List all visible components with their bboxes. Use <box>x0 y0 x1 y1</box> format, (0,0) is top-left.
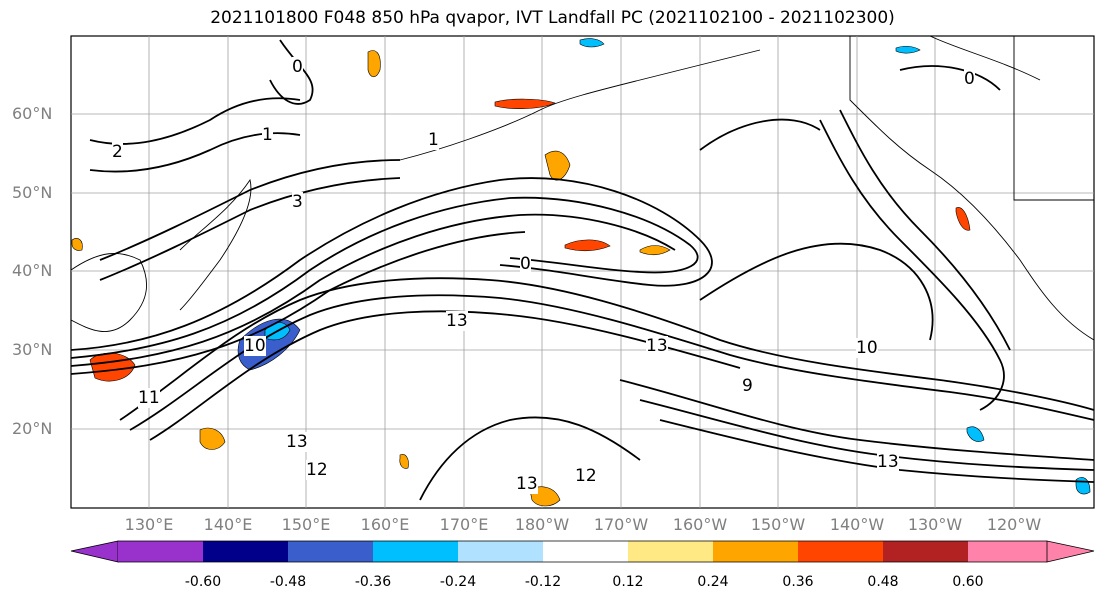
lon-label: 180°W <box>514 515 570 534</box>
contour-label: 13 <box>516 474 538 494</box>
colorbar-tick: 0.12 <box>612 574 644 590</box>
colorbar-tick: 0.48 <box>867 574 899 590</box>
coastlines <box>70 35 1095 341</box>
contour-label: 1 <box>262 125 273 145</box>
ivt-contours <box>70 39 1095 501</box>
lon-label: 140°E <box>203 515 253 534</box>
lon-label: 160°W <box>672 515 728 534</box>
contour-label: 13 <box>877 452 899 472</box>
lon-label: 130°E <box>124 515 174 534</box>
contour-label: 13 <box>646 336 668 356</box>
lon-label: 120°W <box>986 515 1042 534</box>
contour-label: 9 <box>742 376 753 396</box>
contour-label: 10 <box>856 338 878 358</box>
lat-label: 60°N <box>12 104 53 123</box>
lon-label: 160°E <box>360 515 410 534</box>
colorbar-tick: -0.36 <box>354 574 392 590</box>
colorbar-tick: -0.12 <box>524 574 562 590</box>
contour-label: 13 <box>446 311 468 331</box>
colorbar <box>70 540 1095 563</box>
colorbar-tick: 0.24 <box>697 574 729 590</box>
contour-label: 13 <box>286 432 308 452</box>
colorbar-extend-high <box>1046 540 1095 563</box>
contour-label: 1 <box>428 130 439 150</box>
lat-label: 50°N <box>12 183 53 202</box>
contour-label: 3 <box>292 192 303 212</box>
lat-label: 30°N <box>12 340 53 359</box>
contour-label: 12 <box>575 466 597 486</box>
contour-label: 0 <box>964 69 975 89</box>
colorbar-tick: -0.24 <box>439 574 477 590</box>
colorbar-tick: 0.60 <box>952 574 984 590</box>
map-frame <box>70 35 1095 509</box>
contour-label: 0 <box>520 254 531 274</box>
colorbar-extend-low <box>70 540 119 563</box>
lat-label: 40°N <box>12 261 53 280</box>
contour-label: 11 <box>138 388 160 408</box>
contour-label: 2 <box>112 142 123 162</box>
colorbar-tick: -0.48 <box>269 574 307 590</box>
map-title: 2021101800 F048 850 hPa qvapor, IVT Land… <box>210 8 895 28</box>
lon-label: 130°W <box>907 515 963 534</box>
colorbar-tick: -0.60 <box>184 574 222 590</box>
contour-label: 12 <box>306 460 328 480</box>
lon-label: 140°W <box>829 515 885 534</box>
contour-label: 0 <box>292 57 303 77</box>
lon-label: 170°W <box>593 515 649 534</box>
graticule <box>71 36 1094 508</box>
contour-label: 10 <box>244 336 266 356</box>
lon-label: 150°E <box>281 515 331 534</box>
lon-label: 150°W <box>750 515 806 534</box>
lon-label: 170°E <box>439 515 489 534</box>
lat-label: 20°N <box>12 419 53 438</box>
colorbar-tick: 0.36 <box>782 574 814 590</box>
